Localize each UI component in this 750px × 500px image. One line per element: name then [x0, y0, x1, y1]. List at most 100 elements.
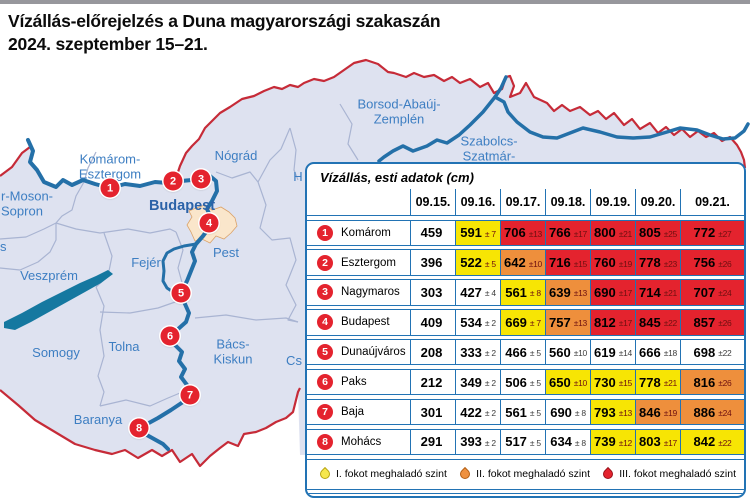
county-label-fragment-heves: H: [293, 168, 303, 184]
row-divider: [307, 244, 744, 251]
value-cell: 842 ±22: [680, 429, 744, 455]
value-cell: 650 ±10: [545, 369, 590, 395]
page-title: Vízállás-előrejelzés a Duna magyarország…: [8, 10, 441, 56]
map-marker-8: 8: [129, 418, 149, 438]
value-cell: 591 ± 7: [455, 220, 500, 245]
droplet-icon-level1: [317, 467, 333, 482]
value-cell: 698 ±22: [680, 340, 744, 365]
station-name: Paks: [341, 376, 367, 389]
value-cell: 639 ±13: [545, 280, 590, 305]
header-date: 09.16.: [455, 189, 500, 215]
value-cell: 409: [410, 310, 455, 335]
page-title-line1: Vízállás-előrejelzés a Duna magyarország…: [8, 11, 441, 31]
legend-item-level2: II. fokot meghaladó szint: [458, 467, 590, 482]
row-divider: [307, 215, 744, 221]
value-cell: 845 ±22: [635, 310, 680, 335]
map-marker-7: 7: [180, 385, 200, 405]
map-marker-6: 6: [160, 326, 180, 346]
county-label-fragment-vas: s: [0, 238, 7, 254]
value-cell: 857 ±26: [680, 310, 744, 335]
value-cell: 517 ± 5: [500, 429, 545, 455]
map-marker-5: 5: [171, 283, 191, 303]
value-cell: 739 ±12: [590, 429, 635, 455]
county-label-bacs-kiskun: Bács- Kiskun: [213, 336, 253, 366]
value-cell: 846 ±19: [635, 399, 680, 425]
country-border-north: [174, 58, 747, 179]
value-cell: 707 ±24: [680, 280, 744, 305]
value-cell: 506 ± 5: [500, 369, 545, 395]
county-label-borsod-abauj-zemplen: Borsod-Abaúj- Zemplén: [357, 96, 441, 126]
value-cell: 666 ±18: [635, 340, 680, 365]
value-cell: 349 ± 2: [455, 369, 500, 395]
value-cell: 333 ± 2: [455, 340, 500, 365]
row-divider: [307, 488, 744, 495]
value-cell: 212: [410, 369, 455, 395]
header-date: 09.15.: [410, 189, 455, 215]
station-badge: 7: [317, 404, 333, 421]
value-cell: 760 ±19: [590, 250, 635, 275]
county-label-fejer: Fejér: [131, 254, 161, 270]
value-cell: 757 ±13: [545, 310, 590, 335]
station-name: Dunaújváros: [341, 346, 406, 359]
station-name: Baja: [341, 406, 365, 419]
table-row: 7 Baja 301 422 ± 2 561 ± 5 690 ± 8 793 ±13 84…: [307, 399, 744, 425]
station-badge: 5: [317, 344, 333, 361]
value-cell: 422 ± 2: [455, 399, 500, 425]
row-divider: [307, 394, 744, 400]
header-date: 09.17.: [500, 189, 545, 215]
county-label-tolna: Tolna: [108, 338, 140, 354]
value-cell: 886 ±24: [680, 399, 744, 425]
county-label-nograd: Nógrád: [214, 147, 258, 163]
table-row: 5 Dunaújváros 208 333 ± 2 466 ± 5 560 ±10 61…: [307, 340, 744, 365]
value-cell: 642 ±10: [500, 250, 545, 275]
value-cell: 800 ±21: [590, 220, 635, 245]
county-label-szabolcs-szatmar: Szabolcs- Szatmár-: [460, 133, 518, 163]
row-divider: [307, 424, 744, 430]
table-row: 6 Paks 212 349 ± 2 506 ± 5 650 ±10 730 ±15 77…: [307, 369, 744, 395]
station-badge: 2: [317, 254, 333, 271]
legend-item-level1: I. fokot meghaladó szint: [317, 467, 447, 482]
tisza-river: [493, 75, 750, 141]
row-divider: [307, 304, 744, 311]
value-cell: 560 ±10: [545, 340, 590, 365]
value-cell: 766 ±17: [545, 220, 590, 245]
droplet-icon-level3: [601, 467, 616, 482]
value-cell: 427 ± 4: [455, 280, 500, 305]
county-label-gyor-moson-sopron: r-Moson- Sopron: [1, 188, 54, 218]
value-cell: 291: [410, 429, 455, 455]
value-cell: 690 ±17: [590, 280, 635, 305]
droplet-icon-level2: [458, 467, 473, 482]
table-title: Vízállás, esti adatok (cm): [320, 170, 474, 185]
row-divider: [307, 274, 744, 281]
value-cell: 714 ±21: [635, 280, 680, 305]
value-cell: 534 ± 2: [455, 310, 500, 335]
header-station-cell: [307, 189, 410, 215]
value-cell: 561 ± 5: [500, 399, 545, 425]
country-border-south: [0, 387, 301, 468]
tisza-river-lower: [377, 95, 497, 163]
legend-item-level3: III. fokot meghaladó szint: [601, 467, 736, 482]
danube-branch: [161, 242, 198, 297]
map-marker-4: 4: [199, 213, 219, 233]
value-cell: 778 ±23: [635, 250, 680, 275]
value-cell: 816 ±26: [680, 369, 744, 395]
value-cell: 208: [410, 340, 455, 365]
legend-label: III. fokot meghaladó szint: [619, 468, 736, 481]
table-header-row: 09.15. 09.16. 09.17. 09.18. 09.19. 09.20…: [307, 189, 744, 215]
table-row: 3 Nagymaros 303 427 ± 4 561 ± 8 639 ±13 690 ±…: [307, 280, 744, 305]
station-badge: 3: [317, 284, 333, 301]
page-title-line2: 2024. szeptember 15–21.: [8, 34, 208, 54]
station-name: Mohács: [341, 435, 382, 448]
top-divider-bar: [0, 0, 750, 4]
table-row: 2 Esztergom 396 522 ± 5 642 ±10 716 ±15 760 ±…: [307, 250, 744, 275]
station-badge: 8: [317, 433, 333, 450]
station-badge: 6: [317, 374, 333, 391]
value-cell: 803 ±17: [635, 429, 680, 455]
row-divider: [307, 454, 744, 460]
value-cell: 778 ±21: [635, 369, 680, 395]
value-cell: 396: [410, 250, 455, 275]
map-marker-3: 3: [191, 169, 211, 189]
water-level-table: Vízállás, esti adatok (cm) 09.15. 09.16.…: [305, 162, 746, 498]
table-row: 4 Budapest 409 534 ± 2 669 ± 7 757 ±13 812 ±1…: [307, 310, 744, 335]
value-cell: 812 ±17: [590, 310, 635, 335]
